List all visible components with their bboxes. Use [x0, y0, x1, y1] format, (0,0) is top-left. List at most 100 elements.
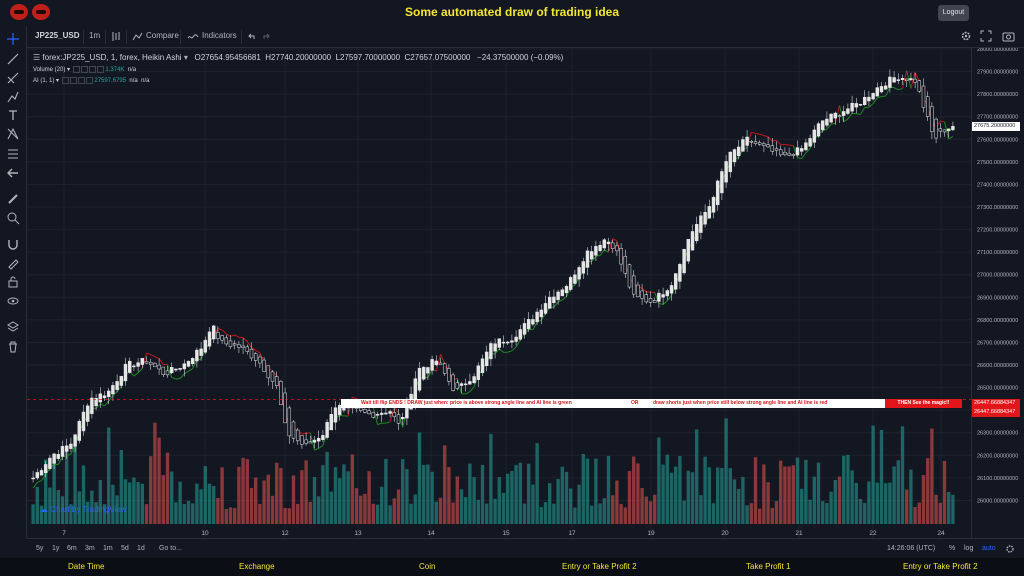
trend-line-icon[interactable]	[6, 52, 20, 66]
ai-line-segment	[641, 287, 647, 293]
lock-icon[interactable]	[6, 275, 20, 289]
ai-title[interactable]: AI (1, 1)	[33, 78, 55, 85]
y-tick-label: 27000.00000000	[977, 273, 1018, 279]
volume-bar	[884, 483, 888, 524]
candle	[942, 129, 947, 133]
back-arrow-icon[interactable]	[6, 166, 20, 180]
candle	[640, 290, 644, 299]
x-tick-label: 15	[502, 530, 510, 537]
layers-icon[interactable]	[6, 320, 20, 334]
ai-line-segment	[133, 372, 139, 377]
goto-button[interactable]: Go to...	[159, 545, 182, 552]
scale-settings-icon[interactable]	[1005, 544, 1015, 554]
volume-bar	[913, 507, 917, 524]
candle	[787, 153, 791, 156]
indicators-button[interactable]: Indicators	[202, 31, 237, 40]
range-1d[interactable]: 1d	[137, 545, 145, 552]
compare-button[interactable]: Compare	[146, 31, 179, 40]
range-1y[interactable]: 1y	[52, 545, 60, 552]
crosshair-icon[interactable]	[6, 32, 20, 46]
candle	[585, 250, 590, 268]
symbol-search[interactable]: JP225_USD	[35, 31, 80, 40]
volume-bar	[98, 479, 102, 524]
ai-line-segment	[435, 354, 441, 372]
indicators-icon[interactable]	[187, 32, 199, 41]
volume-legend: Volume (20) ▾ 1.374K n/a	[33, 66, 137, 74]
range-6m[interactable]: 6m	[67, 545, 77, 552]
candle	[178, 368, 182, 370]
pattern-icon[interactable]	[6, 127, 20, 141]
pitchfork-icon[interactable]	[6, 71, 20, 85]
text-tool-icon[interactable]	[6, 108, 20, 122]
volume-bar	[644, 496, 648, 524]
camera-icon[interactable]	[1002, 30, 1015, 42]
candle	[140, 357, 145, 365]
logout-button[interactable]: Logout	[938, 5, 969, 21]
candle	[820, 120, 825, 131]
candle	[371, 412, 376, 418]
ai-line-segment	[805, 148, 811, 154]
magnet-icon[interactable]	[6, 237, 20, 251]
ai-line-segment	[226, 333, 231, 337]
candle	[316, 437, 321, 442]
chart-type-icon[interactable]	[111, 31, 121, 42]
tradingview-watermark[interactable]: ☁ Chart by TradingView	[40, 505, 127, 514]
volume-bar	[464, 497, 468, 524]
undo-icon[interactable]	[247, 32, 256, 41]
volume-title[interactable]: Volume (20)	[33, 67, 66, 74]
candle	[602, 239, 607, 249]
range-3m[interactable]: 3m	[85, 545, 95, 552]
chevron-down-icon[interactable]: ▾	[183, 53, 188, 62]
ai-line-segment	[885, 86, 891, 97]
candle	[48, 457, 52, 469]
zoom-icon[interactable]	[6, 211, 20, 225]
percent-toggle[interactable]: %	[949, 545, 956, 552]
range-1m[interactable]: 1m	[103, 545, 113, 552]
ruler-icon[interactable]	[6, 192, 20, 206]
y-tick-label: 27100.00000000	[977, 250, 1018, 256]
candle	[904, 78, 909, 81]
volume-bar	[661, 464, 665, 524]
range-5d[interactable]: 5d	[121, 545, 129, 552]
fib-icon[interactable]	[6, 147, 20, 161]
volume-bar	[102, 504, 107, 524]
x-tick-label: 20	[721, 530, 729, 537]
interval-button[interactable]: 1m	[89, 31, 101, 40]
watermark-text[interactable]: Chart by TradingView	[50, 505, 127, 514]
logo-icon	[32, 4, 50, 20]
volume-bar	[653, 494, 657, 524]
candle	[623, 255, 628, 274]
ai-line-segment	[906, 70, 912, 89]
candle	[526, 319, 531, 330]
eye-icon[interactable]	[6, 294, 20, 308]
trash-icon[interactable]	[6, 340, 20, 354]
candle	[98, 393, 103, 403]
candle	[169, 367, 174, 374]
ai-line-segment	[532, 321, 538, 330]
price-chart[interactable]: 7 10 12 13 14 15 17 19 20 21 22 24	[27, 48, 971, 538]
candle	[791, 154, 796, 156]
log-toggle[interactable]: log	[964, 545, 974, 552]
candle	[81, 411, 86, 432]
candle	[270, 371, 275, 382]
legend-collapse-icon[interactable]: ☰	[33, 53, 41, 62]
range-5y[interactable]: 5y	[36, 545, 44, 552]
stay-drawing-icon[interactable]	[6, 256, 20, 270]
volume-bar	[711, 503, 716, 524]
redo-icon[interactable]	[262, 32, 271, 41]
settings-gear-icon[interactable]	[960, 30, 972, 42]
volume-bar	[132, 477, 136, 524]
volume-bar	[871, 425, 875, 524]
compare-icon[interactable]	[131, 31, 143, 42]
ai-line-segment	[662, 300, 668, 306]
brush-icon[interactable]	[6, 90, 20, 104]
fullscreen-icon[interactable]	[980, 30, 992, 42]
series-title[interactable]: forex:JP225_USD, 1, forex, Heikin Ashi	[42, 53, 182, 62]
volume-bar	[825, 503, 829, 524]
ai-line-segment	[137, 368, 143, 374]
chart-pane[interactable]: 7 10 12 13 14 15 17 19 20 21 22 24	[27, 48, 971, 538]
volume-bar	[451, 502, 455, 524]
ai-line-segment	[179, 373, 185, 379]
candle	[833, 112, 838, 119]
auto-toggle[interactable]: auto	[982, 545, 996, 552]
